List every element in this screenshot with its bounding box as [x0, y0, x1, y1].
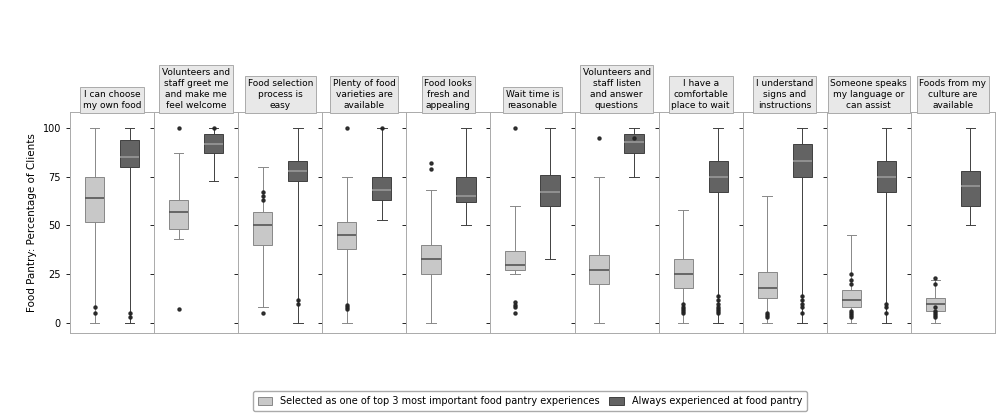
PathPatch shape — [456, 177, 476, 202]
Title: I can choose
my own food: I can choose my own food — [83, 90, 141, 110]
PathPatch shape — [85, 177, 104, 222]
Title: Volunteers and
staff greet me
and make me
feel welcome: Volunteers and staff greet me and make m… — [162, 68, 230, 110]
PathPatch shape — [758, 272, 777, 298]
Title: Volunteers and
staff listen
and answer
questions: Volunteers and staff listen and answer q… — [583, 68, 651, 110]
PathPatch shape — [253, 212, 272, 245]
Title: I have a
comfortable
place to wait: I have a comfortable place to wait — [671, 79, 730, 110]
PathPatch shape — [709, 161, 728, 192]
PathPatch shape — [421, 245, 441, 274]
PathPatch shape — [674, 259, 693, 288]
PathPatch shape — [624, 134, 644, 153]
Title: Plenty of food
varieties are
available: Plenty of food varieties are available — [333, 79, 396, 110]
PathPatch shape — [926, 298, 945, 311]
PathPatch shape — [169, 200, 188, 229]
Y-axis label: Food Pantry: Percentage of Clients: Food Pantry: Percentage of Clients — [27, 133, 37, 312]
Title: Someone speaks
my language or
can assist: Someone speaks my language or can assist — [830, 79, 907, 110]
Title: Wait time is
reasonable: Wait time is reasonable — [506, 90, 559, 110]
Title: Foods from my
culture are
available: Foods from my culture are available — [919, 79, 986, 110]
PathPatch shape — [961, 171, 980, 206]
Title: Food looks
fresh and
appealing: Food looks fresh and appealing — [424, 79, 472, 110]
PathPatch shape — [877, 161, 896, 192]
PathPatch shape — [842, 290, 861, 307]
PathPatch shape — [505, 251, 525, 270]
Legend: Selected as one of top 3 most important food pantry experiences, Always experien: Selected as one of top 3 most important … — [253, 391, 807, 411]
PathPatch shape — [793, 144, 812, 177]
PathPatch shape — [288, 161, 307, 181]
PathPatch shape — [589, 255, 609, 284]
PathPatch shape — [337, 222, 356, 249]
PathPatch shape — [372, 177, 391, 200]
PathPatch shape — [540, 175, 560, 206]
Title: Food selection
process is
easy: Food selection process is easy — [248, 79, 313, 110]
Title: I understand
signs and
instructions: I understand signs and instructions — [756, 79, 813, 110]
PathPatch shape — [204, 134, 223, 153]
PathPatch shape — [120, 140, 139, 167]
